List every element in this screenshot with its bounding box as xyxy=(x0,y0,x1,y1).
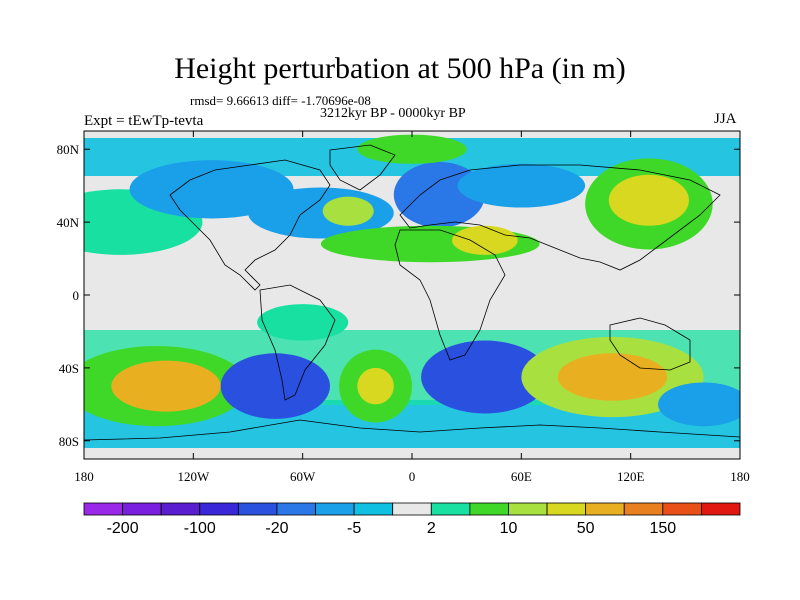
lat-tick-label: 0 xyxy=(73,288,80,303)
lon-tick-label: 180 xyxy=(730,469,750,484)
field-contour-15 xyxy=(357,367,394,405)
colorbar-swatch xyxy=(508,502,548,516)
colorbar-swatch xyxy=(237,502,278,516)
colorbar-swatch xyxy=(585,502,625,516)
lon-tick-label: 120E xyxy=(617,469,645,484)
coastline-south-america xyxy=(259,284,336,401)
colorbar-label: 2 xyxy=(427,520,436,537)
field-contour-13 xyxy=(220,353,330,419)
coastlines xyxy=(84,144,740,441)
colorbar-swatch xyxy=(199,502,239,516)
coastline-australia xyxy=(609,317,691,371)
colorbar-label: 10 xyxy=(500,520,518,537)
lon-tick-label: 0 xyxy=(409,469,416,484)
colorbar-swatch xyxy=(662,502,702,516)
map-plot-area: 80N 40N 0 40S 80S 180 120W 60W 0 60E 120E 180 xyxy=(57,130,750,484)
colorbar-swatch xyxy=(160,502,201,516)
colorbar-label: 50 xyxy=(577,520,595,537)
latitude-axis: 80N 40N 0 40S 80S xyxy=(57,142,740,449)
coastline-antarctica xyxy=(84,419,740,441)
colorbar-swatch xyxy=(546,502,587,516)
field-contour-19 xyxy=(658,382,740,427)
field-contour-18 xyxy=(557,353,668,401)
height-field xyxy=(84,134,740,448)
lat-tick-label: 80N xyxy=(57,142,80,157)
colorbar-swatch xyxy=(469,502,509,516)
colorbar-swatch xyxy=(83,502,123,516)
field-contour-8 xyxy=(457,163,586,208)
field-contour-10 xyxy=(608,174,689,226)
experiment-label: Expt = tEwTp-tevta xyxy=(84,113,204,129)
lon-tick-label: 60W xyxy=(290,469,316,484)
colorbar-swatch xyxy=(276,502,316,516)
colorbar-swatch xyxy=(430,502,471,516)
lat-tick-label: 40S xyxy=(59,361,79,376)
colorbar-swatch xyxy=(122,502,162,516)
field-contour-3 xyxy=(322,196,374,226)
field-contour-7 xyxy=(452,225,518,255)
coastline-north-america xyxy=(169,159,331,291)
lon-tick-label: 120W xyxy=(177,469,210,484)
coastline-eurasia xyxy=(399,164,721,271)
colorbar-swatch xyxy=(315,502,355,516)
coastline-greenland xyxy=(329,144,396,191)
period-text: 3212kyr BP - 0000kyr BP xyxy=(320,106,466,121)
colorbar-label: -20 xyxy=(265,520,288,537)
coastline-africa xyxy=(394,229,506,361)
colorbar-swatch xyxy=(353,502,394,516)
field-contour-5 xyxy=(357,134,467,164)
season-label: JJA xyxy=(714,111,737,127)
lon-tick-label: 60E xyxy=(511,469,532,484)
lat-tick-label: 80S xyxy=(59,434,79,449)
longitude-axis: 180 120W 60W 0 60E 120E 180 xyxy=(74,131,750,484)
colorbar-label: -5 xyxy=(347,520,361,537)
lat-tick-label: 40N xyxy=(57,215,80,230)
colorbar-label: -200 xyxy=(107,520,139,537)
colorbar-swatch xyxy=(701,502,741,516)
colorbar-label: 150 xyxy=(649,520,676,537)
colorbar-swatch xyxy=(392,502,432,516)
field-contour-1 xyxy=(129,160,294,219)
colorbar-label: -100 xyxy=(184,520,216,537)
stats-text: rmsd= 9.66613 diff= -1.70696e-08 xyxy=(190,93,371,108)
colorbar-swatch xyxy=(623,502,664,516)
field-contour-12 xyxy=(111,360,221,412)
field-contour-20 xyxy=(257,304,349,341)
map-title: Height perturbation at 500 hPa (in m) xyxy=(174,52,626,85)
lon-tick-label: 180 xyxy=(74,469,94,484)
colorbar: -200 -100 -20 -5 2 10 50 150 xyxy=(83,502,741,537)
